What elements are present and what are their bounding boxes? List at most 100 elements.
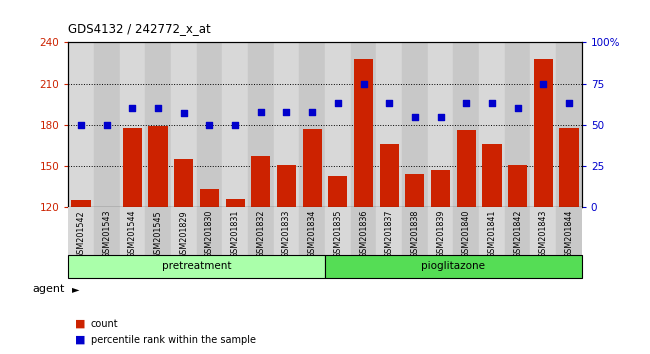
Bar <box>530 42 556 207</box>
Bar <box>402 207 428 264</box>
Bar <box>68 207 94 264</box>
Point <box>358 81 369 86</box>
Point <box>384 101 395 106</box>
Point <box>255 109 266 114</box>
Bar <box>556 42 582 207</box>
Point <box>76 122 86 128</box>
Bar <box>328 176 348 207</box>
Point <box>461 101 471 106</box>
Bar <box>120 42 146 207</box>
Point <box>153 105 163 111</box>
Bar <box>505 207 530 264</box>
Bar <box>530 207 556 264</box>
Bar <box>226 199 245 207</box>
Bar <box>68 255 325 278</box>
Bar <box>351 42 376 207</box>
Bar <box>402 42 428 207</box>
Bar <box>146 207 171 264</box>
Text: GSM201832: GSM201832 <box>256 210 265 258</box>
Text: GSM201834: GSM201834 <box>307 210 317 258</box>
Bar <box>222 207 248 264</box>
Bar <box>325 42 351 207</box>
Bar <box>72 200 91 207</box>
Point <box>564 101 574 106</box>
Text: GSM201835: GSM201835 <box>333 210 343 258</box>
Text: GSM201843: GSM201843 <box>539 210 548 258</box>
Bar <box>380 144 399 207</box>
Bar <box>171 207 196 264</box>
Text: ■: ■ <box>75 335 85 345</box>
Text: GSM201836: GSM201836 <box>359 210 368 258</box>
Point <box>281 109 292 114</box>
Bar <box>94 42 120 207</box>
Bar <box>428 207 454 264</box>
Text: GSM201833: GSM201833 <box>282 210 291 258</box>
Bar <box>200 189 219 207</box>
Text: GSM201544: GSM201544 <box>128 210 137 258</box>
Bar <box>405 174 424 207</box>
Bar <box>325 255 582 278</box>
Text: pioglitazone: pioglitazone <box>421 261 486 272</box>
Point <box>230 122 240 128</box>
Text: GSM201841: GSM201841 <box>488 210 497 258</box>
Bar <box>148 126 168 207</box>
Bar <box>248 42 274 207</box>
Bar <box>123 127 142 207</box>
Bar <box>428 42 454 207</box>
Point <box>487 101 497 106</box>
Bar <box>479 42 505 207</box>
Bar <box>454 42 479 207</box>
Text: count: count <box>91 319 118 329</box>
Bar <box>431 170 450 207</box>
Text: GSM201542: GSM201542 <box>77 210 86 258</box>
Bar <box>171 42 196 207</box>
Bar <box>120 207 146 264</box>
Bar <box>534 59 553 207</box>
Bar <box>196 207 222 264</box>
Text: GSM201839: GSM201839 <box>436 210 445 258</box>
Point <box>101 122 112 128</box>
Text: GSM201830: GSM201830 <box>205 210 214 258</box>
Bar <box>68 42 94 207</box>
Text: ■: ■ <box>75 319 85 329</box>
Bar <box>454 207 479 264</box>
Bar <box>351 207 376 264</box>
Text: agent: agent <box>32 284 65 295</box>
Text: GSM201831: GSM201831 <box>231 210 240 258</box>
Point <box>127 105 138 111</box>
Bar <box>174 159 194 207</box>
Bar <box>508 165 527 207</box>
Bar <box>376 42 402 207</box>
Bar <box>354 59 373 207</box>
Text: ►: ► <box>72 284 79 295</box>
Bar <box>456 130 476 207</box>
Point <box>307 109 317 114</box>
Text: GSM201829: GSM201829 <box>179 210 188 258</box>
Bar <box>274 42 299 207</box>
Bar <box>556 207 582 264</box>
Bar <box>248 207 274 264</box>
Text: GSM201545: GSM201545 <box>153 210 162 258</box>
Bar <box>274 207 299 264</box>
Bar <box>251 156 270 207</box>
Point <box>538 81 549 86</box>
Bar <box>376 207 402 264</box>
Text: GSM201840: GSM201840 <box>462 210 471 258</box>
Point <box>333 101 343 106</box>
Bar <box>302 129 322 207</box>
Point <box>436 114 446 119</box>
Text: GSM201844: GSM201844 <box>564 210 573 258</box>
Text: pretreatment: pretreatment <box>162 261 231 272</box>
Bar <box>482 144 502 207</box>
Bar <box>479 207 505 264</box>
Bar <box>277 165 296 207</box>
Bar <box>146 42 171 207</box>
Bar <box>300 207 325 264</box>
Point <box>204 122 214 128</box>
Point <box>410 114 420 119</box>
Point <box>512 105 523 111</box>
Bar <box>300 42 325 207</box>
Bar <box>196 42 222 207</box>
Text: GDS4132 / 242772_x_at: GDS4132 / 242772_x_at <box>68 22 211 35</box>
Bar <box>94 207 120 264</box>
